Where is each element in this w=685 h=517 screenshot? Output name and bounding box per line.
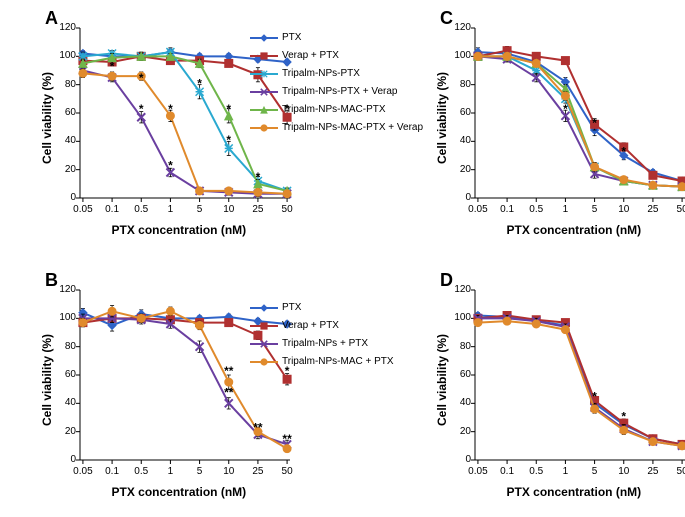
svg-text:*: * bbox=[592, 390, 597, 404]
svg-text:*: * bbox=[621, 409, 626, 423]
chart-D: ** bbox=[0, 0, 685, 517]
figure: ACell viability (%)PTX concentration (nM… bbox=[0, 0, 685, 517]
